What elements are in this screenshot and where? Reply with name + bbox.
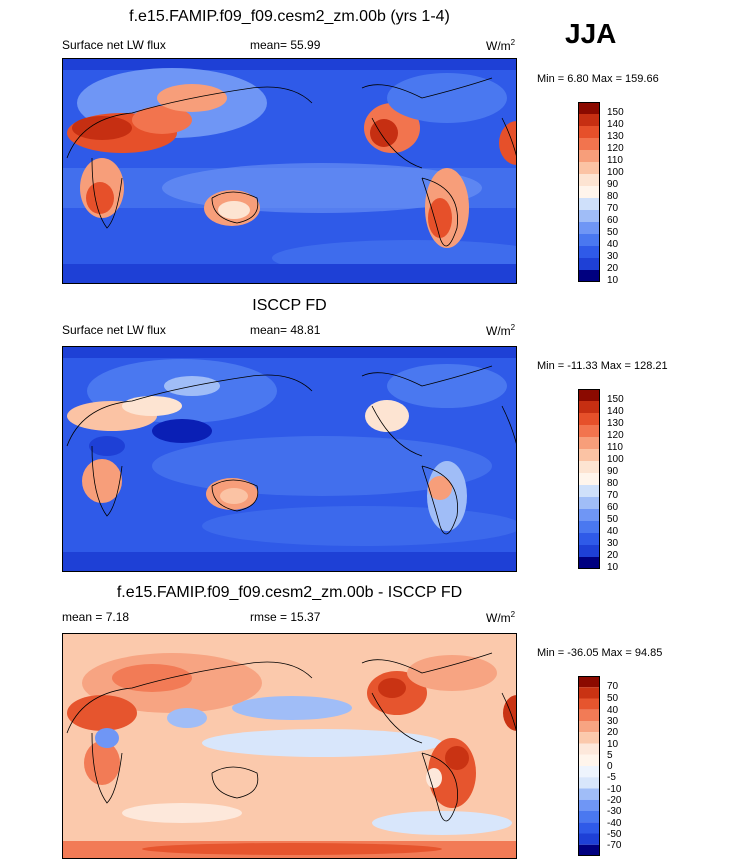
- season-label: JJA: [565, 18, 617, 49]
- panel2-map: [62, 346, 517, 572]
- panel3-stat-label: rmse = 15.37: [250, 610, 321, 624]
- panel2-minmax: Min = -11.33 Max = 128.21: [537, 360, 668, 372]
- colorbar-tick-label: 60: [607, 502, 619, 513]
- colorbar-tick-label: 20: [607, 263, 619, 274]
- colorbar-tick-label: 10: [607, 739, 619, 750]
- panel1-minmax: Min = 6.80 Max = 159.66: [537, 73, 659, 85]
- panel1-stat-label: mean= 55.99: [250, 38, 321, 52]
- colorbar-tick-label: 50: [607, 227, 619, 238]
- panel2-units: W/m2: [486, 323, 516, 338]
- colorbar-tick-label: -70: [607, 840, 622, 851]
- panel2-stat-label: mean= 48.81: [250, 323, 321, 337]
- colorbar-tick-label: 30: [607, 538, 619, 549]
- colorbar-tick-label: -20: [607, 795, 622, 806]
- colorbar-tick-label: 120: [607, 143, 624, 154]
- colorbar-tick-label: -10: [607, 784, 622, 795]
- colorbar-tick-label: -30: [607, 806, 622, 817]
- colorbar-tick-label: 150: [607, 107, 624, 118]
- colorbar-tick-label: -40: [607, 818, 622, 829]
- panel1-left-label: Surface net LW flux: [62, 38, 166, 52]
- colorbar-tick-label: 100: [607, 167, 624, 178]
- panel3-colorbar: [578, 676, 600, 856]
- colorbar-tick-label: 0: [607, 761, 613, 772]
- colorbar-tick-label: 30: [607, 251, 619, 262]
- colorbar-tick-label: 100: [607, 454, 624, 465]
- colorbar-tick-label: 130: [607, 131, 624, 142]
- panel2-colorbar: [578, 389, 600, 569]
- panel3-minmax: Min = -36.05 Max = 94.85: [537, 647, 663, 659]
- panel3-left-label: mean = 7.18: [62, 610, 130, 624]
- panel3-units: W/m2: [486, 610, 516, 625]
- panel1-colorbar: [578, 102, 600, 282]
- colorbar-tick-label: 70: [607, 490, 619, 501]
- colorbar-tick-label: 5: [607, 750, 613, 761]
- colorbar-tick-label: 90: [607, 179, 619, 190]
- colorbar-tick-label: 110: [607, 442, 623, 453]
- colorbar-tick-label: -5: [607, 772, 616, 783]
- panel1-title: f.e15.FAMIP.f09_f09.cesm2_zm.00b (yrs 1-…: [129, 8, 450, 25]
- colorbar-tick-label: 40: [607, 705, 619, 716]
- colorbar-tick-label: 60: [607, 215, 619, 226]
- colorbar-tick-label: 80: [607, 191, 619, 202]
- panel2-title: ISCCP FD: [252, 297, 327, 314]
- colorbar-tick-label: 50: [607, 693, 619, 704]
- panel1-map: [62, 58, 517, 284]
- colorbar-tick-label: 50: [607, 514, 619, 525]
- colorbar-tick-label: 70: [607, 203, 619, 214]
- panel3-map: [62, 633, 517, 859]
- colorbar-tick-label: 30: [607, 716, 619, 727]
- colorbar-tick-label: 40: [607, 526, 619, 537]
- panel2-left-label: Surface net LW flux: [62, 323, 166, 337]
- panel3-title: f.e15.FAMIP.f09_f09.cesm2_zm.00b - ISCCP…: [116, 584, 463, 601]
- colorbar-tick-label: 10: [607, 562, 619, 573]
- colorbar-tick-label: 70: [607, 681, 619, 692]
- panel1-units: W/m2: [486, 38, 516, 53]
- colorbar-tick-label: 20: [607, 550, 619, 561]
- colorbar-tick-label: -50: [607, 829, 622, 840]
- colorbar-tick-label: 40: [607, 239, 619, 250]
- colorbar-tick-label: 10: [607, 275, 619, 286]
- colorbar-tick-label: 140: [607, 406, 624, 417]
- colorbar-tick-label: 130: [607, 418, 624, 429]
- colorbar-tick-label: 150: [607, 394, 624, 405]
- colorbar-tick-label: 120: [607, 430, 624, 441]
- colorbar-tick-label: 90: [607, 466, 619, 477]
- colorbar-tick-label: 140: [607, 119, 624, 130]
- colorbar-tick-label: 80: [607, 478, 619, 489]
- colorbar-tick-label: 20: [607, 727, 619, 738]
- colorbar-tick-label: 110: [607, 155, 623, 166]
